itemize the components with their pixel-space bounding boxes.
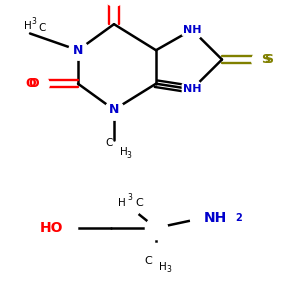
Text: N: N bbox=[73, 44, 83, 57]
Text: 3: 3 bbox=[128, 193, 132, 202]
Text: NH: NH bbox=[204, 212, 227, 225]
Text: N: N bbox=[73, 44, 83, 57]
Text: NH: NH bbox=[183, 84, 201, 94]
Text: H: H bbox=[120, 147, 128, 157]
Text: N: N bbox=[109, 103, 119, 116]
Text: HO: HO bbox=[40, 221, 63, 235]
Text: 3: 3 bbox=[126, 151, 131, 160]
Text: C: C bbox=[145, 256, 152, 266]
Text: NH: NH bbox=[183, 25, 201, 35]
Text: NH: NH bbox=[183, 25, 201, 35]
Text: O: O bbox=[26, 77, 36, 90]
Text: S: S bbox=[261, 53, 270, 66]
Text: N: N bbox=[109, 103, 119, 116]
Text: C: C bbox=[38, 23, 46, 33]
Text: 2: 2 bbox=[236, 213, 242, 223]
Text: H: H bbox=[24, 21, 32, 31]
Text: H: H bbox=[159, 262, 167, 272]
Text: C: C bbox=[106, 138, 113, 148]
Text: O: O bbox=[28, 77, 39, 90]
Text: 3: 3 bbox=[32, 17, 36, 26]
Text: S: S bbox=[264, 53, 273, 66]
Text: C: C bbox=[135, 198, 143, 208]
Text: H: H bbox=[118, 198, 126, 208]
Text: 3: 3 bbox=[167, 265, 171, 274]
Text: NH: NH bbox=[183, 84, 201, 94]
